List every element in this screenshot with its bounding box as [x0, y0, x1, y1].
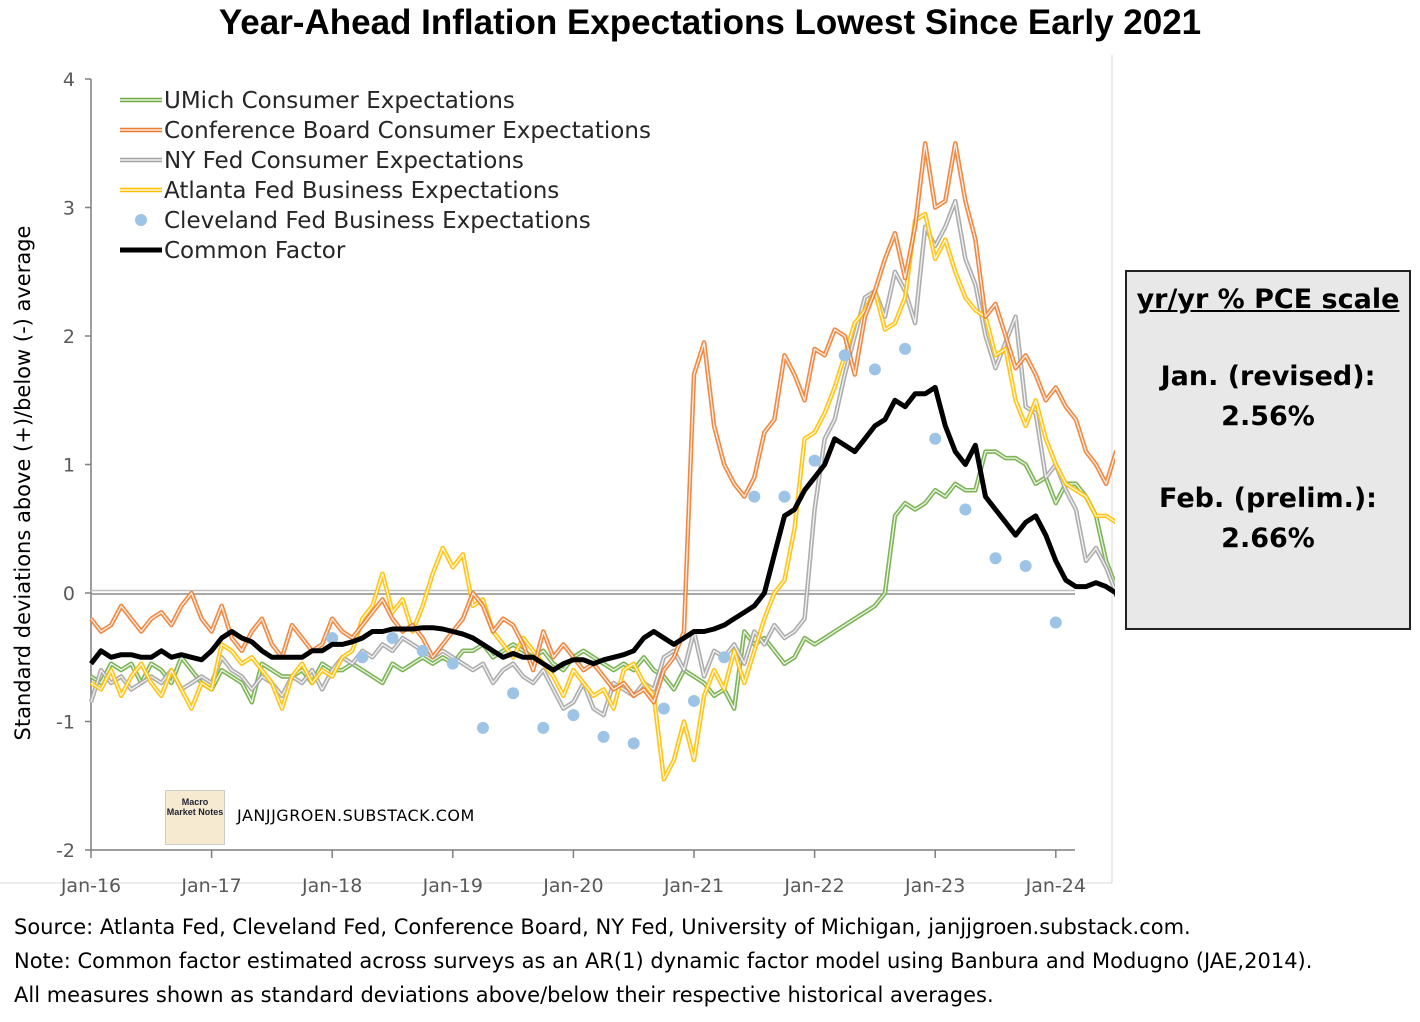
logo-text: Macro Market Notes	[166, 797, 224, 817]
cleveland-fed-point	[868, 363, 881, 376]
legend-label: Cleveland Fed Business Expectations	[164, 208, 591, 234]
cleveland-fed-point	[899, 342, 912, 355]
chart-title: Year-Ahead Inflation Expectations Lowest…	[218, 3, 1202, 42]
cleveland-fed-point	[929, 432, 942, 445]
jan-value: 2.56%	[1221, 401, 1315, 432]
cleveland-fed-point	[386, 631, 399, 644]
x-tick-label: Jan-21	[663, 875, 724, 897]
footer: Source: Atlanta Fed, Cleveland Fed, Conf…	[14, 910, 1312, 1012]
y-tick-label: 3	[63, 198, 75, 220]
cleveland-fed-point	[718, 651, 731, 664]
cleveland-fed-point	[356, 651, 369, 664]
x-tick-label: Jan-23	[904, 875, 965, 897]
cleveland-fed-point	[1049, 616, 1062, 629]
cleveland-fed-point	[657, 702, 670, 715]
legend-marker	[135, 214, 147, 226]
footer-measures: All measures shown as standard deviation…	[14, 983, 994, 1007]
cleveland-fed-point	[989, 552, 1002, 565]
cleveland-fed-point	[476, 721, 489, 734]
x-tick-label: Jan-24	[1025, 875, 1086, 897]
y-tick-label: 2	[63, 326, 75, 348]
atlanta-fed-business-expectations-line-core	[90, 213, 1115, 780]
series-layer	[88, 141, 1115, 782]
pce-scale-box: yr/yr % PCE scale Jan. (revised): 2.56% …	[1125, 270, 1411, 630]
cleveland-fed-point	[597, 730, 610, 743]
cleveland-fed-point	[507, 687, 520, 700]
x-tick-label: Jan-22	[783, 875, 844, 897]
cleveland-fed-point	[446, 657, 459, 670]
x-tick-label: Jan-20	[542, 875, 603, 897]
y-tick-label: 0	[63, 583, 75, 605]
watermark-url: JANJJGROEN.SUBSTACK.COM	[237, 806, 475, 825]
cleveland-fed-point	[778, 490, 791, 503]
common-factor-line	[89, 384, 1115, 673]
y-tick-label: 1	[63, 455, 75, 477]
legend-label: Common Factor	[164, 238, 346, 264]
chart-background	[0, 55, 1115, 905]
cleveland-fed-point	[959, 503, 972, 516]
x-tick-label: Jan-18	[301, 875, 362, 897]
y-tick-label: -1	[56, 712, 75, 734]
y-axis-label: Standard deviations above (+)/below (-) …	[11, 226, 35, 741]
pce-scale-header: yr/yr % PCE scale	[1136, 284, 1400, 315]
cleveland-fed-point	[748, 490, 761, 503]
cleveland-fed-point	[567, 709, 580, 722]
feb-label: Feb. (prelim.):	[1159, 483, 1377, 514]
cleveland-fed-point	[416, 644, 429, 657]
y-tick-label: 4	[63, 69, 75, 91]
chart-svg: 4 3 2 1 0 -1 -2 Jan-16 Jan-17 Jan-18 Jan-19 Jan-20 J…	[0, 55, 1115, 905]
cleveland-fed-point	[627, 737, 640, 750]
legend: UMich Consumer Expectations Conference Bo…	[120, 88, 651, 264]
cleveland-fed-point	[1019, 560, 1032, 573]
footer-source: Source: Atlanta Fed, Cleveland Fed, Conf…	[14, 915, 1191, 939]
legend-label: NY Fed Consumer Expectations	[164, 148, 524, 174]
feb-value: 2.66%	[1221, 523, 1315, 554]
cleveland-fed-point	[326, 631, 339, 644]
cleveland-fed-point	[688, 694, 700, 707]
x-tick-label: Jan-16	[60, 875, 121, 897]
footer-note: Note: Common factor estimated across sur…	[14, 949, 1313, 973]
legend-label: Conference Board Consumer Expectations	[164, 118, 651, 144]
cleveland-fed-point	[808, 454, 821, 467]
legend-label: UMich Consumer Expectations	[164, 88, 515, 114]
jan-label: Jan. (revised):	[1160, 361, 1376, 392]
x-tick-label: Jan-19	[422, 875, 483, 897]
legend-label: Atlanta Fed Business Expectations	[164, 178, 559, 204]
cleveland-fed-point	[537, 721, 550, 734]
cleveland-fed-point	[838, 349, 851, 362]
x-tick-label: Jan-17	[180, 875, 241, 897]
ny-fed-consumer-expectations-line-core	[90, 200, 1115, 716]
y-tick-label: -2	[56, 840, 75, 862]
logo: Macro Market Notes	[165, 790, 225, 845]
axes: 4 3 2 1 0 -1 -2 Jan-16 Jan-17 Jan-18 Jan-19 Jan-20 J…	[56, 69, 1086, 897]
